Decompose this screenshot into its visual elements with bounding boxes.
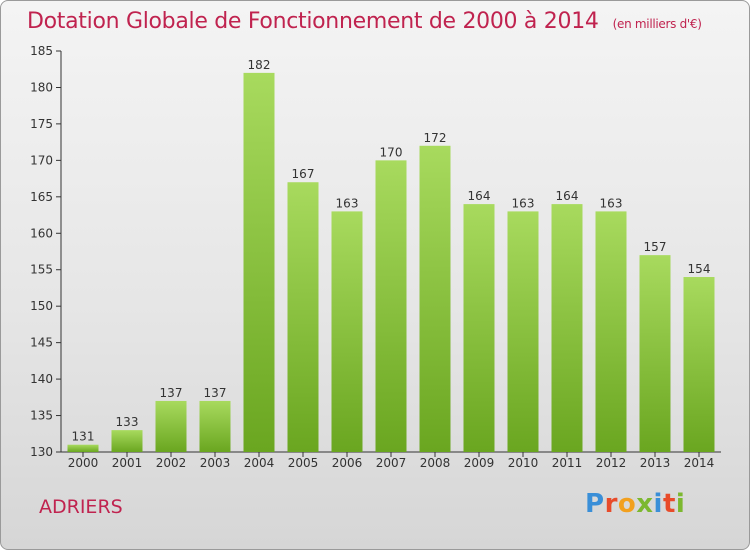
bar-value-label: 137 [160,386,183,400]
x-tick-label: 2010 [508,456,539,470]
logo-letter: t [662,489,676,519]
x-tick-label: 2005 [288,456,319,470]
unit-label: (en milliers d'€) [612,17,702,31]
x-tick-label: 2003 [200,456,231,470]
bar [243,72,275,452]
bar-value-label: 167 [292,167,315,181]
x-tick-label: 2001 [112,456,143,470]
bar-value-label: 170 [380,145,403,159]
bar [287,182,319,452]
bar-value-label: 133 [116,415,139,429]
bar-value-label: 164 [468,189,491,203]
y-tick-label: 145 [30,336,53,350]
x-tick-label: 2012 [596,456,627,470]
bar [683,277,715,452]
bar [419,145,451,453]
x-tick-label: 2009 [464,456,495,470]
bar-value-label: 182 [248,58,271,72]
bar-value-label: 131 [72,430,95,444]
bar-value-label: 163 [336,196,359,210]
x-tick-label: 2007 [376,456,407,470]
logo-letter: P [585,489,605,519]
bar-value-label: 163 [600,196,623,210]
bar-value-label: 137 [204,386,227,400]
y-tick-label: 130 [30,445,53,459]
bar [595,211,627,452]
bar-value-label: 154 [688,262,711,276]
x-tick-label: 2011 [552,456,583,470]
logo-letter: r [604,489,618,519]
x-tick-label: 2006 [332,456,363,470]
y-tick-label: 140 [30,372,53,386]
bar [463,204,495,452]
chart-title: Dotation Globale de Fonctionnement de 20… [27,9,702,34]
x-tick-label: 2008 [420,456,451,470]
logo-letter: o [617,489,637,519]
y-tick-label: 155 [30,263,53,277]
bar [331,211,363,452]
bar [639,255,671,452]
commune-name: ADRIERS [39,496,123,518]
x-tick-label: 2002 [156,456,187,470]
y-tick-label: 165 [30,190,53,204]
bar-value-label: 164 [556,189,579,203]
proxiti-logo[interactable]: Proxiti [585,489,685,519]
bar [67,444,99,452]
bar-value-label: 163 [512,196,535,210]
y-tick-label: 135 [30,409,53,423]
bar [199,400,231,452]
bar [375,160,407,452]
logo-letter: x [636,489,654,519]
bar [155,400,187,452]
y-tick-label: 185 [30,44,53,58]
bar [507,211,539,452]
logo-letter: i [653,489,663,519]
y-tick-label: 180 [30,80,53,94]
bar-value-label: 157 [644,240,667,254]
bar [111,430,143,452]
x-tick-label: 2013 [640,456,671,470]
x-tick-label: 2000 [68,456,99,470]
x-tick-label: 2014 [684,456,715,470]
bar-value-label: 172 [424,131,447,145]
y-tick-label: 170 [30,153,53,167]
logo-letter: i [675,489,686,519]
bar [551,204,583,452]
x-tick-label: 2004 [244,456,275,470]
y-tick-label: 150 [30,299,53,313]
y-tick-label: 175 [30,117,53,131]
title-text: Dotation Globale de Fonctionnement de 20… [27,9,599,34]
y-tick-label: 160 [30,226,53,240]
